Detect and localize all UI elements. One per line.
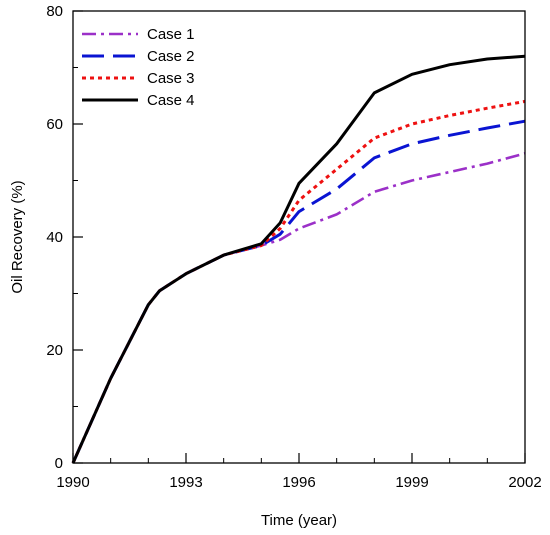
x-tick-label: 2002 [508, 474, 541, 491]
legend-item-case-1: Case 1 [82, 26, 195, 43]
x-tick-label: 1996 [282, 474, 315, 491]
x-axis-title: Time (year) [261, 512, 337, 529]
legend-label: Case 1 [147, 26, 195, 43]
legend-item-case-2: Case 2 [82, 48, 195, 65]
y-tick-label: 60 [46, 116, 63, 133]
series-line-case-4 [71, 54, 526, 464]
legend-item-case-4: Case 4 [82, 92, 195, 109]
y-tick-label: 20 [46, 342, 63, 359]
legend-item-case-3: Case 3 [82, 70, 195, 87]
series-line-case-2 [71, 119, 526, 464]
plot-lines [71, 54, 526, 464]
legend-label: Case 3 [147, 70, 195, 87]
x-tick-label: 1990 [56, 474, 89, 491]
legend-label: Case 2 [147, 48, 195, 65]
legend: Case 1 Case 2 Case 3 Case 4 [82, 26, 195, 109]
axis-tick-labels: 1990 1993 1996 1999 2002 0 20 40 60 80 [46, 3, 541, 491]
x-tick-label: 1999 [395, 474, 428, 491]
legend-label: Case 4 [147, 92, 195, 109]
axis-ticks [72, 10, 526, 464]
series-line-case-3 [71, 99, 526, 464]
x-tick-label: 1993 [169, 474, 202, 491]
y-tick-label: 40 [46, 229, 63, 246]
y-axis-title: Oil Recovery (%) [9, 180, 26, 293]
y-tick-label: 0 [55, 455, 63, 472]
y-tick-label: 80 [46, 3, 63, 20]
